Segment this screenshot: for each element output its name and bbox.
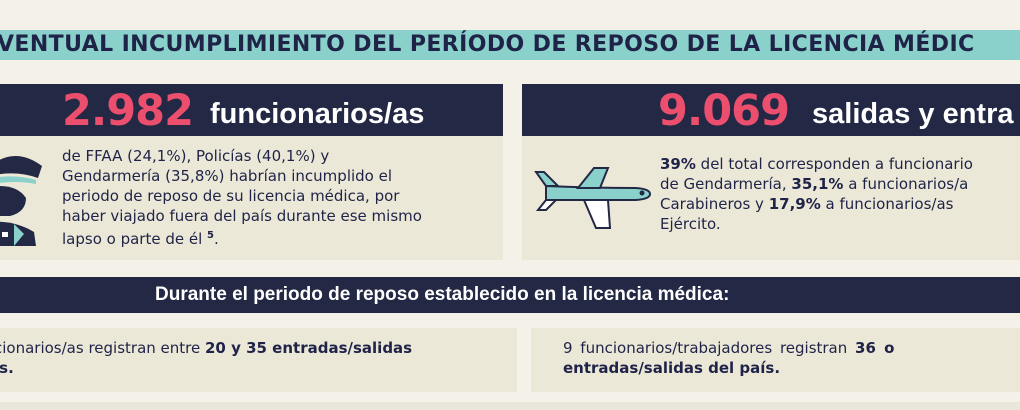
footnote-marker: 5 <box>207 230 214 241</box>
trips-pct-carabineros: 35,1% <box>791 175 844 193</box>
trips-desc-text: a funcionarios/a <box>843 175 969 193</box>
trips-stat-card: 9.069 salidas y entra 39% del total corr… <box>522 84 1020 260</box>
officials-desc-line: Gendarmería (35,8%) habrían incumplido e… <box>62 167 393 185</box>
trips-pct-ejercito: 17,9% <box>768 195 821 213</box>
trips-desc-text: de Gendarmería, <box>660 175 792 193</box>
section-heading: Durante el periodo de reposo establecido… <box>155 284 730 305</box>
max-trips-text: 9 funcionarios/trabajadores registran <box>563 339 856 357</box>
range-description: cionarios/as registran entre 20 y 35 ent… <box>0 338 412 378</box>
officials-desc-line: haber viajado fuera del país durante ese… <box>62 207 422 225</box>
range-line: ís. <box>0 358 412 378</box>
officials-label: funcionarios/as <box>210 98 425 130</box>
max-trips-value: 36 o <box>855 339 895 357</box>
range-card: cionarios/as registran entre 20 y 35 ent… <box>0 328 517 392</box>
trips-stat-header: 9.069 salidas y entra <box>522 84 1020 136</box>
range-text: cionarios/as registran entre <box>0 339 205 357</box>
officials-desc-end: . <box>214 230 219 248</box>
footer-strip <box>0 402 1020 410</box>
trips-desc-line: de Gendarmería, 35,1% a funcionarios/a <box>660 174 1020 194</box>
max-trips-card: 9 funcionarios/trabajadores registran 36… <box>531 328 1020 392</box>
trips-pct-gendarmeria: 39% <box>660 155 696 173</box>
page-title: VENTUAL INCUMPLIMIENTO DEL PERÍODO DE RE… <box>0 32 975 57</box>
trips-description: 39% del total corresponden a funcionario… <box>660 154 1020 234</box>
officials-stat-header: 2.982 funcionarios/as <box>0 84 503 136</box>
officials-desc-line: de FFAA (24,1%), Policías (40,1%) y <box>62 147 330 165</box>
officials-stat-card: 2.982 funcionarios/as de FFAA (24,1%), P… <box>0 84 503 260</box>
trips-desc-line: 39% del total corresponden a funcionario <box>660 154 1020 174</box>
trips-desc-line: Carabineros y 17,9% a funcionarios/as <box>660 194 1020 214</box>
max-trips-description: 9 funcionarios/trabajadores registran 36… <box>563 338 894 378</box>
range-tail: ís. <box>0 359 14 377</box>
max-trips-line: 9 funcionarios/trabajadores registran 36… <box>563 338 894 358</box>
police-officer-icon <box>0 156 42 246</box>
range-value: 20 y 35 entradas/salidas <box>204 339 413 357</box>
officials-count: 2.982 <box>62 86 194 136</box>
title-banner: VENTUAL INCUMPLIMIENTO DEL PERÍODO DE RE… <box>0 30 1020 60</box>
max-trips-line: entradas/salidas del país. <box>563 358 894 378</box>
trips-desc-line: Ejército. <box>660 215 721 233</box>
officials-desc-line-last: lapso o parte de él 5. <box>62 226 482 249</box>
range-line: cionarios/as registran entre 20 y 35 ent… <box>0 338 412 358</box>
trips-label: salidas y entra <box>812 98 1014 130</box>
airplane-icon <box>534 167 652 229</box>
officials-desc-line: periodo de reposo de su licencia médica,… <box>62 187 400 205</box>
max-trips-tail: entradas/salidas del país. <box>563 359 781 377</box>
trips-desc-text: Carabineros y <box>660 195 769 213</box>
section-strip: Durante el periodo de reposo establecido… <box>0 277 1020 313</box>
trips-count: 9.069 <box>658 86 790 136</box>
officials-description: de FFAA (24,1%), Policías (40,1%) y Gend… <box>62 146 482 249</box>
trips-desc-text: a funcionarios/as <box>820 195 954 213</box>
officials-desc-text: lapso o parte de él <box>62 230 208 248</box>
trips-desc-text: del total corresponden a funcionario <box>695 155 973 173</box>
